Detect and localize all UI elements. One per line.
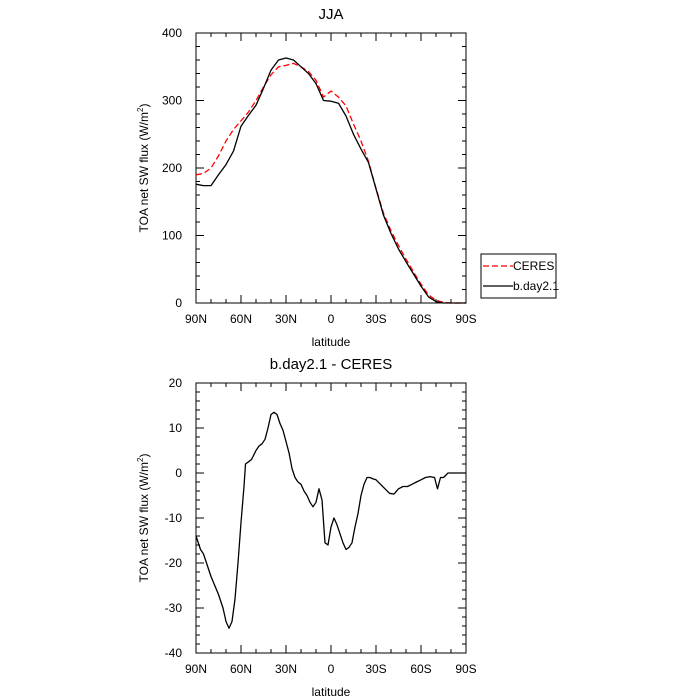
y-axis-label-close: ) (137, 454, 151, 458)
x-tick-label: 90S (455, 312, 476, 326)
x-tick-label: 90N (185, 662, 207, 676)
x-tick-label: 60N (230, 662, 252, 676)
x-tick-label: 60N (230, 312, 252, 326)
x-tick-label: 30S (365, 662, 386, 676)
y-axis-label-close: ) (137, 104, 151, 108)
legend: CERES b.day2.1 (480, 253, 559, 299)
y-tick-label: -10 (165, 511, 183, 525)
legend-label: CERES (513, 259, 554, 273)
x-tick-label: 60S (410, 662, 431, 676)
x-tick-label: 30N (275, 662, 297, 676)
y-axis-label-superscript: 2 (136, 457, 145, 462)
x-tick-label: 60S (410, 312, 431, 326)
y-axis-label-superscript: 2 (136, 107, 145, 112)
y-tick-label: 0 (175, 466, 182, 480)
y-tick-label: 10 (169, 421, 183, 435)
series-line-b-day2-1-ceres (195, 411, 466, 629)
chart-title: JJA (318, 6, 343, 23)
y-tick-label: -30 (165, 601, 183, 615)
y-axis-label-text: TOA net SW flux (W/m (137, 112, 151, 232)
x-axis-label: latitude (312, 685, 351, 699)
y-tick-label: 100 (162, 229, 182, 243)
y-tick-label: 300 (162, 94, 182, 108)
x-axis-label: latitude (312, 335, 351, 349)
x-tick-label: 0 (328, 662, 335, 676)
y-tick-label: 400 (162, 26, 182, 40)
y-tick-label: 200 (162, 161, 182, 175)
y-axis-label: TOA net SW flux (W/m2) (136, 104, 151, 233)
plot-frame (195, 382, 467, 654)
x-tick-label: 90N (185, 312, 207, 326)
y-tick-label: -20 (165, 556, 183, 570)
y-tick-label: 20 (169, 376, 183, 390)
x-tick-label: 90S (455, 662, 476, 676)
y-axis-label-text: TOA net SW flux (W/m (137, 462, 151, 582)
x-tick-label: 30N (275, 312, 297, 326)
chart-panel-2: b.day2.1 - CERES 90N 60N 30N 0 30S 60S 90S -40 -3… (136, 356, 477, 699)
x-tick-label: 30S (365, 312, 386, 326)
x-tick-label: 0 (328, 312, 335, 326)
chart-title: b.day2.1 - CERES (270, 356, 393, 373)
y-axis-label: TOA net SW flux (W/m2) (136, 454, 151, 583)
legend-label: b.day2.1 (513, 279, 559, 293)
plot-frame (195, 32, 467, 304)
y-tick-label: -40 (165, 646, 183, 660)
legend-box (480, 253, 557, 299)
series-line-ceres (195, 62, 466, 304)
chart-panel-1: JJA 90N 60N 30N 0 30S 60S 90S 0 100 200 300 400 latit… (136, 6, 559, 349)
y-tick-label: 0 (175, 296, 182, 310)
series-line-b-day2-1 (195, 57, 466, 304)
